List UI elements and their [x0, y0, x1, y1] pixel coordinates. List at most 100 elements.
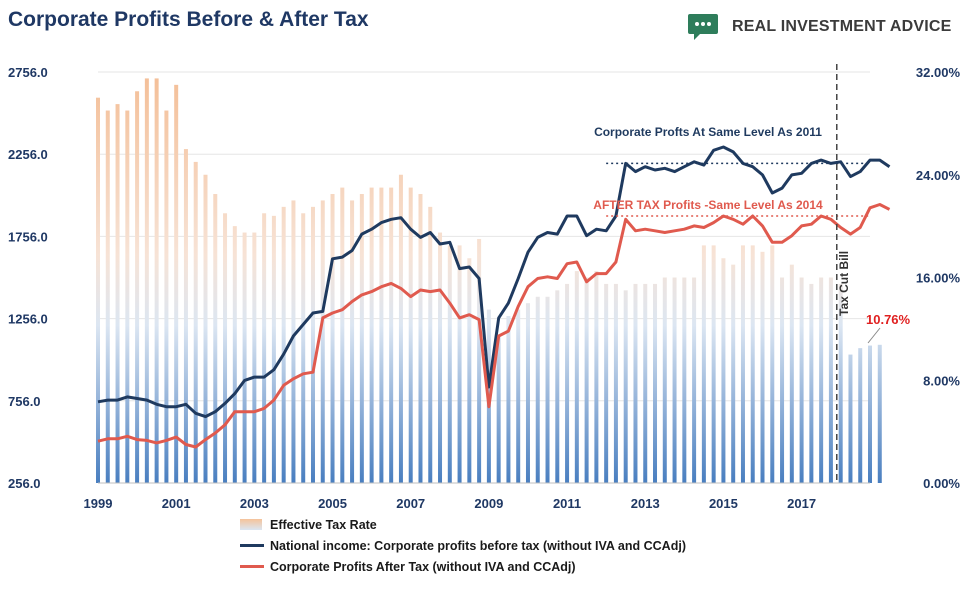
y-left-tick-label: 1256.0 [8, 312, 48, 327]
tax-rate-bar [672, 277, 677, 483]
tax-rate-bar [154, 78, 159, 483]
tax-rate-bar [125, 110, 130, 483]
tax-rate-bar [750, 245, 755, 483]
tax-rate-bar [418, 194, 423, 483]
legend-label: Corporate Profits After Tax (without IVA… [270, 559, 576, 574]
tax-rate-bar [281, 206, 286, 483]
line-series [97, 145, 891, 449]
tax-rate-bar [799, 277, 804, 483]
x-tick-label: 1999 [84, 496, 113, 510]
y-right-tick-label: 0.00% [923, 476, 960, 491]
brand-name: REAL INVESTMENT ADVICE [732, 18, 952, 35]
tax-rate-bar [164, 110, 169, 483]
tax-rate-bar [740, 245, 745, 483]
x-tick-label: 2011 [553, 496, 581, 510]
tax-rate-bar [340, 187, 345, 483]
bar-series [96, 78, 882, 483]
tax-rate-bar [858, 348, 863, 483]
tax-rate-bar [252, 232, 257, 483]
legend-label: Effective Tax Rate [270, 517, 377, 532]
tax-rate-bar [809, 283, 814, 483]
tax-rate-bar [848, 354, 853, 483]
legend-item-tax-rate: Effective Tax Rate [240, 514, 686, 535]
tax-rate-bar [174, 84, 179, 483]
y-right-tick-label: 8.00% [923, 373, 960, 388]
legend-swatch-bar [240, 519, 262, 530]
annotation-after-tax: AFTER TAX Profits -Same Level As 2014 [593, 198, 823, 212]
tax-rate-bar [643, 283, 648, 483]
reference-lines [606, 64, 870, 483]
y-right-tick-label: 32.00% [916, 65, 961, 80]
tax-rate-bar [271, 215, 276, 483]
tax-rate-bar [223, 213, 228, 483]
annotation-tax-cut: Tax Cut Bill [837, 251, 851, 316]
tax-rate-bar [868, 345, 872, 483]
tax-rate-bar [144, 78, 149, 483]
legend-label: National income: Corporate profits befor… [270, 538, 686, 553]
tax-rate-bar [203, 174, 208, 483]
tax-rate-bar [574, 271, 579, 483]
tax-rate-bar [301, 213, 306, 483]
tax-rate-bar [780, 277, 785, 483]
tax-rate-bar [516, 309, 521, 483]
y-left-tick-label: 256.0 [8, 476, 41, 491]
tax-rate-bar [604, 283, 609, 483]
tax-rate-bar [565, 283, 570, 483]
tax-rate-bar [789, 264, 794, 483]
tax-rate-bar [467, 258, 472, 483]
chart-title: Corporate Profits Before & After Tax [8, 8, 369, 31]
x-tick-label: 2005 [318, 496, 347, 510]
tax-rate-bar [692, 277, 697, 483]
tax-rate-bar [525, 303, 530, 483]
tax-rate-bar [115, 104, 120, 483]
y-left-tick-label: 2756.0 [8, 65, 48, 80]
annotation-leader-line [867, 327, 881, 344]
brand-logo: REAL INVESTMENT ADVICE [686, 12, 952, 42]
tax-rate-bar [682, 277, 687, 483]
tax-rate-bar [232, 226, 237, 483]
tax-rate-bar [662, 277, 667, 483]
tax-rate-bar [828, 277, 833, 483]
legend-swatch-line [240, 565, 264, 568]
tax-rate-bar [96, 97, 100, 483]
tax-rate-bar [506, 316, 511, 483]
tax-rate-bar [819, 277, 824, 483]
x-tick-label: 2013 [631, 496, 660, 510]
tax-rate-bar [760, 251, 765, 483]
x-tick-label: 2007 [396, 496, 425, 510]
tax-rate-bar [877, 344, 882, 483]
tax-rate-bar [291, 200, 296, 483]
x-tick-label: 2001 [162, 496, 191, 510]
tax-rate-bar [711, 245, 716, 483]
x-tick-label: 2017 [787, 496, 816, 510]
legend-swatch-line [240, 544, 264, 547]
chat-bubble-icon [688, 14, 718, 40]
y-right-tick-label: 24.00% [916, 168, 961, 183]
tax-rate-bar [262, 213, 267, 483]
legend-item-after-tax: Corporate Profits After Tax (without IVA… [240, 556, 686, 577]
tax-rate-bar [584, 277, 589, 483]
x-tick-label: 2009 [474, 496, 503, 510]
tax-rate-bar [594, 271, 599, 483]
tax-rate-bar [408, 187, 413, 483]
tax-rate-bar [398, 174, 403, 483]
tax-rate-bar [457, 245, 462, 483]
tax-rate-bar [389, 187, 394, 483]
before-tax-line [97, 145, 891, 419]
tax-rate-bar [633, 283, 638, 483]
tax-rate-bar [555, 290, 560, 483]
tax-rate-bar [721, 258, 726, 483]
tax-rate-bar [653, 283, 658, 483]
tax-rate-bar [545, 296, 550, 483]
y-left-tick-label: 756.0 [8, 394, 41, 409]
tax-rate-bar [310, 206, 315, 483]
x-tick-label: 2003 [240, 496, 269, 510]
tax-rate-bar [535, 296, 540, 483]
after-tax-line [97, 203, 891, 449]
axes: 256.0 756.0 1256.0 1756.0 2256.0 2756.0 0.00% 8… [8, 65, 960, 510]
tax-rate-bar [496, 335, 501, 483]
tax-rate-bar [369, 187, 374, 483]
tax-rate-bar [428, 206, 433, 483]
tax-rate-bar [320, 200, 325, 483]
tax-rate-bar [135, 91, 140, 483]
